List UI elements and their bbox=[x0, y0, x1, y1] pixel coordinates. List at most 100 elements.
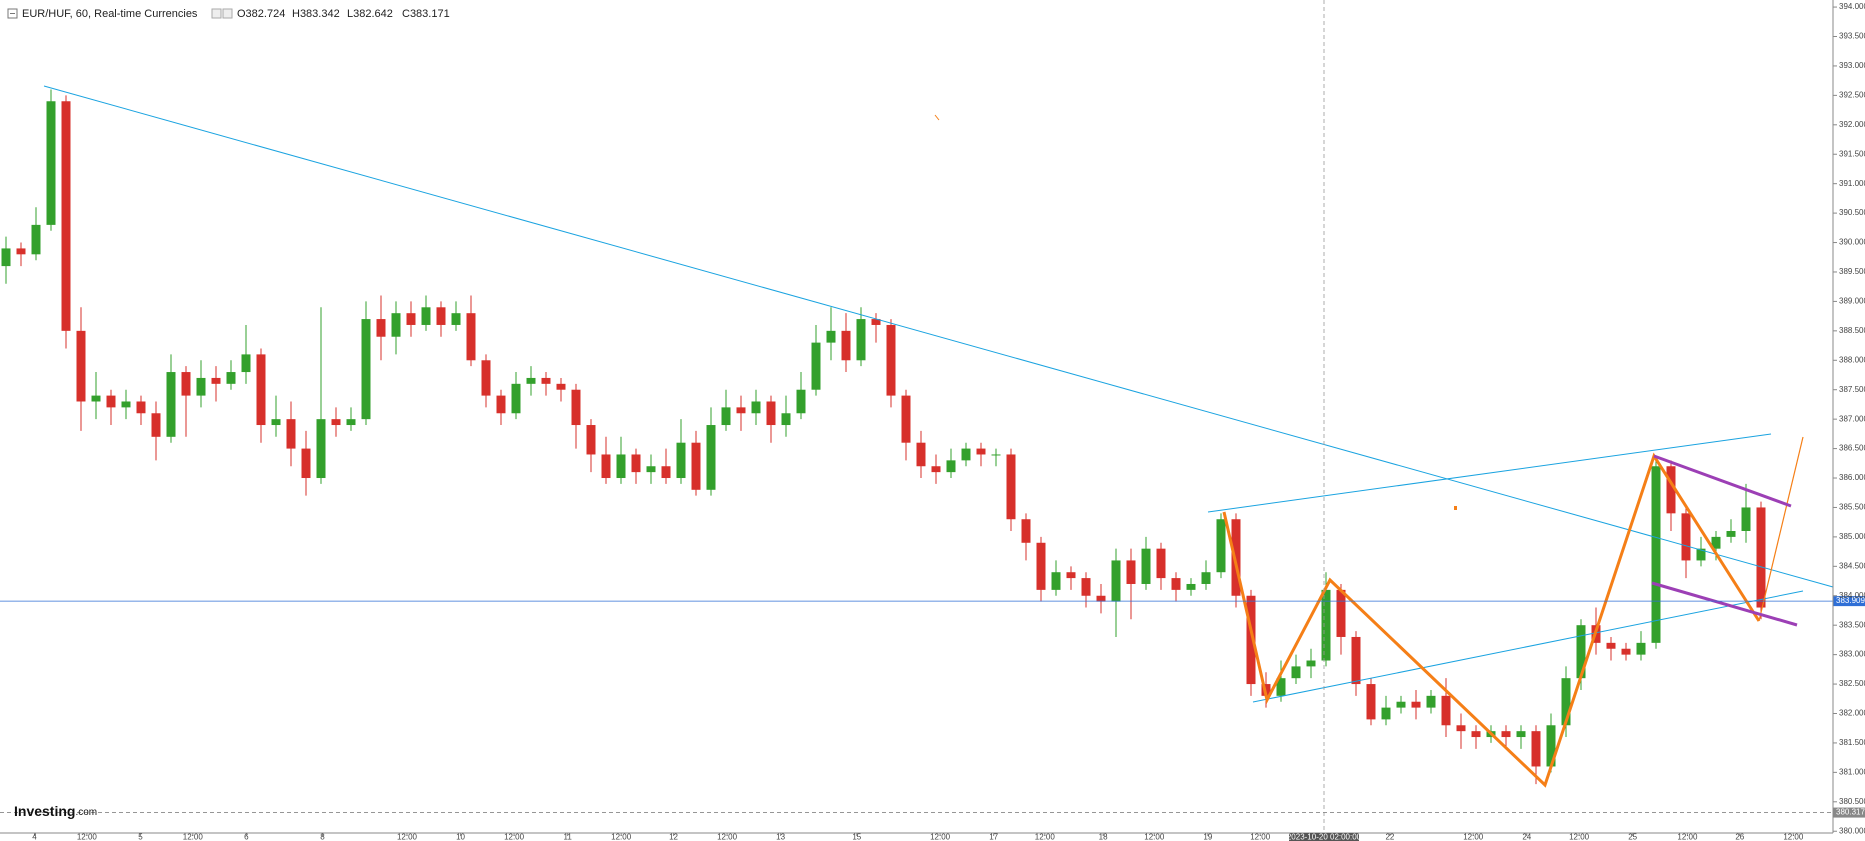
candle-body bbox=[916, 442, 926, 467]
y-tick-label: 384.500 bbox=[1839, 561, 1865, 570]
flag-upper bbox=[1653, 454, 1792, 508]
y-tick-label: 383.000 bbox=[1839, 650, 1865, 659]
candle-body bbox=[1111, 560, 1121, 602]
candle-body bbox=[481, 360, 491, 396]
icon[interactable] bbox=[211, 8, 222, 19]
y-tick-label: 390.000 bbox=[1839, 238, 1865, 247]
logo-brand: Investing bbox=[14, 803, 75, 819]
candle-body bbox=[46, 101, 56, 225]
x-tick-label: 12 bbox=[669, 833, 678, 841]
candle-body bbox=[16, 248, 26, 255]
candle-body bbox=[1291, 666, 1301, 679]
candle-body bbox=[1066, 572, 1076, 579]
candle-body bbox=[1426, 695, 1436, 708]
candle-body bbox=[1126, 560, 1136, 584]
candle-body bbox=[1441, 695, 1451, 726]
y-tick-label: 393.500 bbox=[1839, 32, 1865, 41]
x-tick-label: 12:00 bbox=[930, 833, 951, 841]
y-tick-label: 386.500 bbox=[1839, 444, 1865, 453]
price-label-box bbox=[1833, 596, 1865, 607]
candle-body bbox=[1456, 725, 1466, 732]
candle-body bbox=[316, 419, 326, 479]
candle-body bbox=[751, 401, 761, 414]
channel-upper bbox=[1207, 433, 1772, 513]
candle-body bbox=[286, 419, 296, 449]
candle-body bbox=[1156, 548, 1166, 579]
candle-body bbox=[1756, 507, 1766, 608]
candle-body bbox=[556, 383, 566, 390]
candle-body bbox=[1681, 513, 1691, 561]
candle-layer bbox=[1, 89, 1766, 785]
x-tick-label: 15 bbox=[852, 833, 861, 841]
zigzag bbox=[1222, 452, 1761, 788]
candle-body bbox=[346, 419, 356, 426]
candle-body bbox=[946, 460, 956, 473]
candle-body bbox=[1306, 660, 1316, 667]
candle-body bbox=[1276, 678, 1286, 696]
candle-body bbox=[376, 319, 386, 337]
candle-body bbox=[886, 324, 896, 396]
candle-body bbox=[796, 389, 806, 414]
candle-body bbox=[421, 307, 431, 325]
collapse-icon[interactable] bbox=[7, 8, 18, 19]
candle-body bbox=[961, 448, 971, 461]
marker bbox=[1454, 506, 1457, 510]
x-tick-label: 13 bbox=[776, 833, 785, 841]
y-tick-label: 383.500 bbox=[1839, 620, 1865, 629]
candle-body bbox=[1396, 701, 1406, 708]
candle-body bbox=[1171, 578, 1181, 590]
candle-body bbox=[871, 319, 881, 325]
price-label: 383.909 bbox=[1836, 596, 1865, 605]
x-tick-label: 10 bbox=[456, 833, 465, 841]
candle-body bbox=[706, 425, 716, 490]
candle-body bbox=[1186, 583, 1196, 590]
candle-body bbox=[31, 224, 41, 255]
trend-line bbox=[43, 85, 1834, 588]
x-tick-label: 12:00 bbox=[183, 833, 204, 841]
candle-body bbox=[586, 425, 596, 455]
candle-body bbox=[976, 448, 986, 455]
x-tick-label: 12:00 bbox=[1569, 833, 1590, 841]
candle-body bbox=[1561, 678, 1571, 726]
candle-body bbox=[496, 395, 506, 414]
candle-body bbox=[901, 395, 911, 443]
candle-body bbox=[436, 307, 446, 325]
candle-body bbox=[1546, 725, 1556, 767]
y-tick-label: 391.500 bbox=[1839, 149, 1865, 158]
x-tick-label: 12:00 bbox=[717, 833, 738, 841]
x-tick-label: 19 bbox=[1203, 833, 1212, 841]
candle-body bbox=[466, 313, 476, 361]
icon[interactable] bbox=[222, 8, 233, 19]
x-tick-label: 12:00 bbox=[1035, 833, 1056, 841]
candle-body bbox=[601, 454, 611, 479]
candle-body bbox=[361, 319, 371, 420]
candle-body bbox=[451, 313, 461, 325]
y-tick-label: 394.000 bbox=[1839, 2, 1865, 11]
candle-body bbox=[1651, 466, 1661, 643]
x-tick-label: 22 bbox=[1385, 833, 1394, 841]
candle-body bbox=[106, 395, 116, 408]
candle-body bbox=[856, 319, 866, 361]
candle-body bbox=[811, 342, 821, 390]
y-tick-label: 381.000 bbox=[1839, 767, 1865, 776]
candle-body bbox=[1411, 701, 1421, 708]
candle-body bbox=[1531, 731, 1541, 767]
candle-body bbox=[391, 313, 401, 337]
candle-body bbox=[406, 313, 416, 325]
candle-body bbox=[571, 389, 581, 426]
candle-body bbox=[661, 466, 671, 479]
candle-body bbox=[121, 401, 131, 408]
flag-lower bbox=[1651, 581, 1798, 627]
candle-body bbox=[1336, 589, 1346, 637]
x-tick-label: 12:00 bbox=[397, 833, 418, 841]
y-tick-label: 382.000 bbox=[1839, 709, 1865, 718]
candle-body bbox=[1036, 542, 1046, 590]
crosshair-label: 2023-10-20 02:00:00 bbox=[1287, 833, 1362, 841]
candle-body bbox=[1351, 636, 1361, 685]
logo-suffix: .com bbox=[75, 807, 97, 818]
x-tick-label: 12:00 bbox=[1144, 833, 1165, 841]
candle-body bbox=[271, 419, 281, 426]
candle-body bbox=[691, 442, 701, 490]
